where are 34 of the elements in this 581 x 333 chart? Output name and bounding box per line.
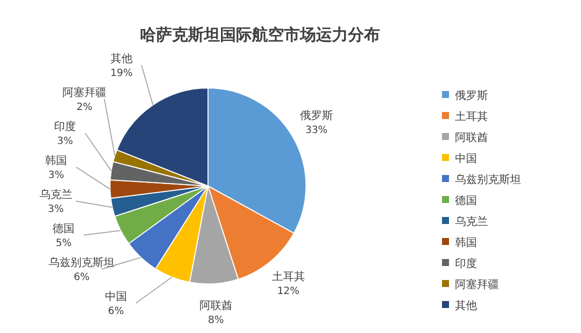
- data-label: 3%: [48, 170, 64, 182]
- legend-label: 其他: [455, 299, 477, 312]
- legend-label: 印度: [455, 257, 477, 270]
- legend-label: 俄罗斯: [455, 89, 488, 102]
- slice-label: 韩国: [45, 154, 68, 168]
- chart-title: 哈萨克斯坦国际航空市场运力分布: [140, 25, 380, 44]
- data-label: 33%: [305, 124, 328, 136]
- slice-label: 印度: [54, 120, 76, 134]
- legend-label: 乌兹别克斯坦: [455, 173, 521, 186]
- slice-label: 阿塞拜疆: [62, 86, 106, 100]
- slice-label: 其他: [110, 52, 133, 66]
- slice-label: 土耳其: [272, 270, 305, 284]
- data-label: 12%: [277, 286, 300, 298]
- data-label: 6%: [108, 306, 124, 318]
- legend-label: 阿联酋: [455, 131, 488, 144]
- data-label: 2%: [76, 102, 92, 114]
- slice-label: 德国: [52, 222, 75, 236]
- legend-label: 乌克兰: [455, 215, 488, 228]
- data-label: 3%: [48, 204, 64, 216]
- legend-label: 阿塞拜疆: [455, 278, 499, 291]
- slice-label: 乌克兰: [39, 188, 72, 202]
- slice-label: 乌兹别克斯坦: [48, 256, 115, 270]
- legend-label: 中国: [455, 152, 477, 165]
- slice-label: 俄罗斯: [300, 108, 333, 122]
- legend-label: 德国: [455, 194, 477, 207]
- data-label: 19%: [110, 68, 133, 80]
- legend-label: 韩国: [455, 236, 477, 249]
- data-label: 6%: [74, 272, 90, 284]
- slice-label: 阿联酋: [199, 298, 232, 312]
- data-label: 8%: [208, 314, 224, 326]
- data-label: 5%: [56, 238, 72, 250]
- legend-label: 土耳其: [455, 110, 488, 123]
- slice-label: 中国: [104, 290, 127, 304]
- data-label: 3%: [57, 136, 74, 148]
